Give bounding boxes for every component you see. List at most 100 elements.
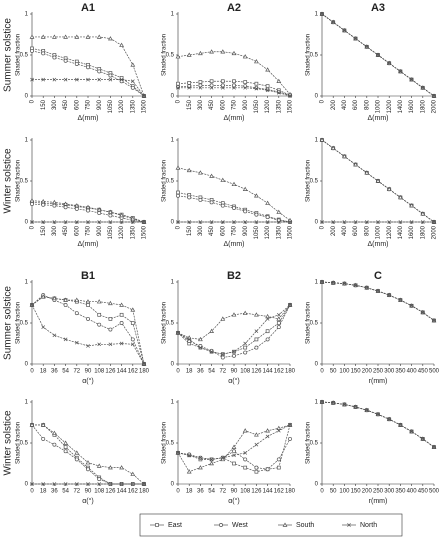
marker — [176, 85, 180, 90]
marker — [108, 77, 113, 82]
marker — [176, 81, 180, 86]
marker — [331, 20, 336, 25]
x-tick-label: 750 — [232, 225, 238, 236]
marker — [198, 455, 203, 460]
marker — [130, 342, 135, 347]
x-tick-label: 0 — [176, 225, 182, 229]
marker — [119, 302, 124, 307]
x-tick-label: 90 — [85, 489, 92, 495]
panel-title: B2 — [227, 270, 241, 282]
marker — [108, 342, 113, 347]
marker — [85, 460, 91, 465]
marker — [108, 482, 113, 486]
series-line — [177, 80, 291, 96]
x-axis-label: Δ(mm) — [368, 115, 389, 122]
marker — [420, 211, 426, 216]
marker — [276, 321, 281, 325]
y-axis-label: Shaded fraction — [16, 34, 22, 76]
x-tick-label: 1400 — [398, 225, 404, 239]
x-tick-label: 1500 — [288, 99, 294, 113]
marker — [243, 345, 248, 350]
x-tick-label: 450 — [63, 225, 69, 236]
y-tick-label: 0 — [171, 362, 175, 368]
y-tick-label: 0 — [25, 362, 29, 368]
marker — [108, 36, 113, 41]
x-tick-label: 1500 — [142, 225, 148, 239]
marker — [242, 54, 248, 59]
marker — [130, 62, 136, 67]
x-tick-label: 50 — [330, 369, 337, 375]
y-axis-label: Shaded fraction — [16, 160, 22, 202]
marker — [198, 170, 203, 175]
marker — [243, 465, 248, 470]
marker — [40, 422, 46, 427]
marker — [243, 450, 248, 455]
marker — [63, 77, 68, 82]
y-tick-label: 1 — [315, 138, 319, 144]
marker — [40, 34, 46, 39]
marker — [243, 84, 248, 89]
marker — [420, 85, 425, 90]
x-tick-label: 300 — [384, 489, 395, 495]
marker — [232, 461, 236, 466]
marker — [74, 203, 80, 208]
marker — [86, 220, 90, 224]
marker — [398, 298, 403, 302]
x-tick-label: 0 — [320, 369, 324, 375]
marker — [209, 49, 214, 54]
marker — [108, 465, 113, 470]
series-line — [177, 304, 291, 340]
marker — [142, 220, 146, 224]
y-tick-label: 0 — [25, 220, 29, 226]
marker — [265, 434, 270, 439]
marker — [398, 423, 403, 427]
marker — [186, 335, 192, 340]
x-tick-label: 1200 — [119, 99, 125, 113]
x-tick-label: 500 — [429, 369, 440, 375]
marker — [97, 220, 102, 224]
marker — [30, 220, 34, 224]
marker — [97, 312, 102, 317]
x-tick-label: 1350 — [276, 225, 282, 239]
panel-title: A3 — [371, 2, 385, 14]
x-tick-label: 500 — [429, 489, 440, 495]
x-tick-label: 1500 — [142, 99, 148, 113]
row-label: Winter solstice — [3, 148, 14, 213]
marker — [288, 303, 292, 307]
y-tick-label: 0.5 — [20, 53, 29, 59]
marker — [198, 50, 203, 56]
marker — [63, 445, 68, 449]
x-tick-label: 750 — [232, 99, 238, 110]
marker — [52, 203, 57, 208]
marker — [376, 412, 380, 417]
x-tick-label: 0 — [176, 99, 182, 103]
x-tick-label: 200 — [362, 489, 373, 495]
y-axis-label: Shaded fraction — [162, 34, 168, 76]
marker — [276, 465, 281, 470]
x-tick-label: 250 — [373, 369, 384, 375]
x-tick-label: 1350 — [130, 99, 136, 113]
marker — [254, 81, 259, 86]
x-tick-label: 180 — [285, 489, 296, 495]
marker — [130, 220, 135, 224]
marker — [186, 52, 192, 57]
marker — [198, 197, 203, 202]
marker — [74, 62, 79, 66]
marker — [74, 450, 80, 455]
marker — [108, 220, 113, 224]
marker — [119, 42, 124, 47]
marker — [432, 94, 436, 98]
marker — [176, 330, 180, 335]
marker — [254, 337, 259, 342]
x-tick-label: 1200 — [265, 225, 271, 239]
series-line — [31, 424, 144, 485]
marker — [29, 198, 35, 203]
x-tick-label: 450 — [418, 369, 429, 375]
marker — [254, 329, 259, 334]
x-tick-label: 800 — [364, 99, 370, 110]
y-tick-label: 1 — [25, 280, 29, 286]
marker — [85, 299, 91, 304]
x-tick-label: 300 — [198, 99, 204, 110]
y-tick-label: 0 — [315, 220, 319, 226]
marker — [63, 303, 68, 307]
